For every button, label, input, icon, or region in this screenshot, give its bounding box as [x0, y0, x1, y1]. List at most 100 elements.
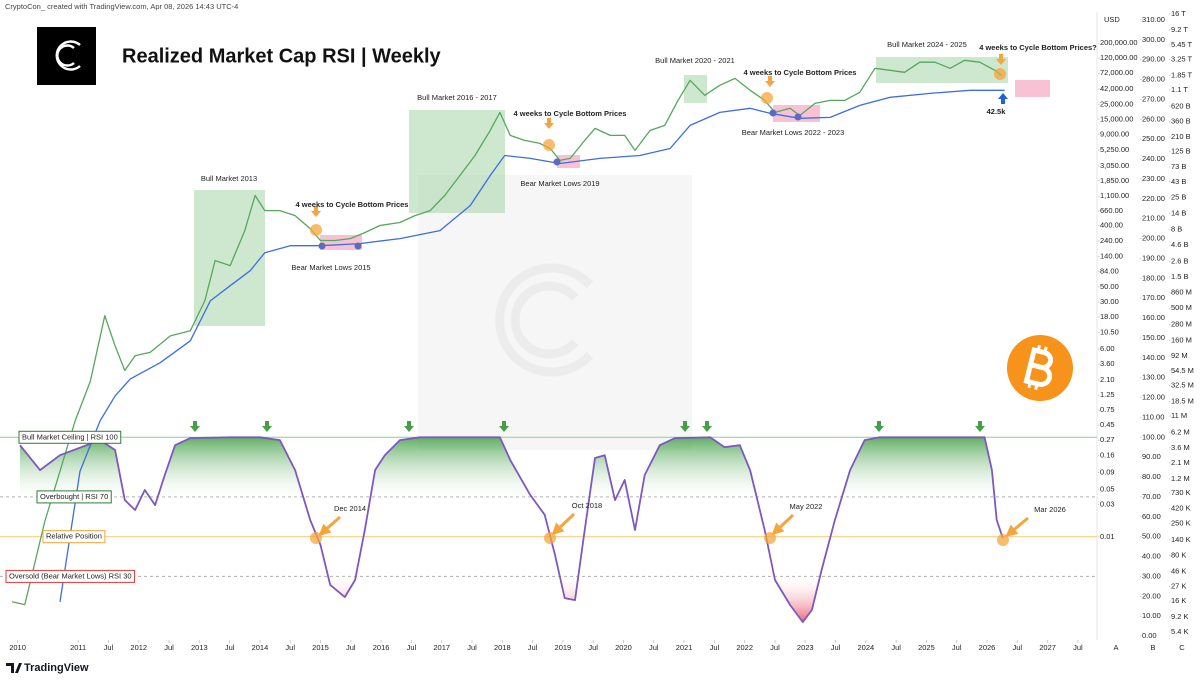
rsi-date-label: Dec 2014	[334, 504, 366, 513]
cycle-note: 4 weeks to Cycle Bottom Prices?	[979, 43, 1097, 52]
y3ticks-label: 280 M	[1171, 319, 1192, 328]
x-tick-label: Jul	[225, 643, 235, 652]
highlight-circle	[310, 532, 322, 544]
pointer-arrow	[1005, 516, 1029, 537]
yticks-label: 72,000.00	[1100, 68, 1133, 77]
x-tick-label: Jul	[710, 643, 720, 652]
x-tick-label: 2022	[736, 643, 753, 652]
rsi-fills	[0, 436, 1097, 623]
bitcoin-glyph-ticks	[1027, 344, 1048, 390]
y2ticks-label: 70.00	[1142, 492, 1161, 501]
bear-low-region	[1015, 80, 1050, 97]
y2ticks-label: 120.00	[1142, 393, 1165, 402]
yticks-label: 10.50	[1100, 328, 1119, 337]
reference-label: Oversold (Bear Market Lows) RSI 30	[9, 571, 132, 580]
x-tick-label: Jul	[164, 643, 174, 652]
arrow	[996, 54, 1006, 65]
y2ticks-label: 180.00	[1142, 273, 1165, 282]
scale-name: B	[1150, 643, 1155, 652]
y3ticks-label: 2.6 B	[1171, 256, 1189, 265]
y3ticks-label: 6.2 M	[1171, 427, 1190, 436]
x-tick-label: Jul	[952, 643, 962, 652]
arrow	[680, 421, 690, 432]
cycle-note: 4 weeks to Cycle Bottom Prices	[744, 68, 857, 77]
x-tick-label: 2014	[252, 643, 269, 652]
y3ticks-label: 43 B	[1171, 177, 1186, 186]
rsi-fill-above	[19, 437, 995, 497]
y2ticks-label: 220.00	[1142, 194, 1165, 203]
y3ticks-label: 46 K	[1171, 566, 1186, 575]
x-tick-label: Jul	[346, 643, 356, 652]
y2ticks-label: 20.00	[1142, 591, 1161, 600]
y3ticks-label: 1.2 M	[1171, 474, 1190, 483]
bear-low-region	[557, 155, 580, 168]
low-dot	[769, 109, 777, 117]
bull-market-region	[876, 57, 1008, 83]
bull-market-label: Bull Market 2020 - 2021	[655, 56, 735, 65]
yticks-label: 5,250.00	[1100, 145, 1129, 154]
watermark-box	[418, 175, 692, 450]
x-tick-label: 2015	[312, 643, 329, 652]
rsi-date-label: May 2022	[790, 502, 823, 511]
cycle-note: 4 weeks to Cycle Bottom Prices	[514, 109, 627, 118]
yticks-label: 1,850.00	[1100, 176, 1129, 185]
arrow	[975, 421, 985, 432]
y3ticks-label: 5.4 K	[1171, 627, 1189, 636]
yticks-label: 84.00	[1100, 267, 1119, 276]
x-tick-label: Jul	[588, 643, 598, 652]
highlight-circle	[544, 532, 556, 544]
y3ticks-label: 210 B	[1171, 132, 1191, 141]
y2ticks-label: 160.00	[1142, 313, 1165, 322]
logo-mark	[55, 40, 81, 71]
yticks-label: 200,000.00	[1100, 38, 1138, 47]
y3ticks-label: 32.5 M	[1171, 380, 1194, 389]
y3ticks-label: 160 M	[1171, 335, 1192, 344]
y3ticks-label: 3.25 T	[1171, 54, 1193, 63]
bull-market-label: Bull Market 2016 - 2017	[417, 93, 497, 102]
y2ticks-label: 250.00	[1142, 134, 1165, 143]
series-line	[11, 59, 1002, 606]
x-tick-label: 2021	[676, 643, 693, 652]
bull-market-region	[409, 110, 505, 213]
yticks-label: 660.00	[1100, 206, 1123, 215]
y3ticks-label: 8 B	[1171, 225, 1182, 234]
x-tick-label: 2010	[9, 643, 26, 652]
y2ticks-label: 240.00	[1142, 154, 1165, 163]
yticks-label: 0.01	[1100, 532, 1115, 541]
yticks-label: 0.27	[1100, 435, 1115, 444]
y2ticks-label: 310.00	[1142, 15, 1165, 24]
yticks-label: 0.05	[1100, 485, 1115, 494]
yticks-label: 42,000.00	[1100, 84, 1133, 93]
y2ticks-label: 30.00	[1142, 571, 1161, 580]
yticks-label: 18.00	[1100, 312, 1119, 321]
y3ticks-label: 80 K	[1171, 551, 1186, 560]
y3ticks-label: 1.85 T	[1171, 70, 1193, 79]
yticks-label: 2.10	[1100, 375, 1115, 384]
x-tick-label: 2018	[494, 643, 511, 652]
bitcoin-icon	[1007, 335, 1073, 401]
low-dot	[794, 113, 802, 121]
x-tick-label: Jul	[285, 643, 295, 652]
y3ticks-label: 360 B	[1171, 117, 1191, 126]
y3ticks-label: 5.45 T	[1171, 40, 1193, 49]
watermark	[418, 175, 692, 450]
tv-logo	[6, 663, 22, 673]
bull-market-label: Bull Market 2024 - 2025	[887, 40, 967, 49]
y3ticks-label: 420 K	[1171, 504, 1191, 513]
y3ticks-label: 3.6 M	[1171, 443, 1190, 452]
y2ticks-label: 60.00	[1142, 512, 1161, 521]
footer-logo	[6, 663, 22, 673]
x-tick-label: 2016	[373, 643, 390, 652]
x-tick-label: Jul	[1013, 643, 1023, 652]
x-tick-label: Jul	[1073, 643, 1083, 652]
reference-label-box	[36, 490, 112, 504]
low-dot	[318, 242, 326, 250]
yticks-label: 0.45	[1100, 420, 1115, 429]
scale-name: C	[1179, 643, 1185, 652]
header-text: CryptoCon_ created with TradingView.com,…	[5, 2, 238, 11]
arrow	[998, 93, 1008, 104]
yticks-label: 1,100.00	[1100, 191, 1129, 200]
pointer-arrow	[318, 515, 341, 536]
